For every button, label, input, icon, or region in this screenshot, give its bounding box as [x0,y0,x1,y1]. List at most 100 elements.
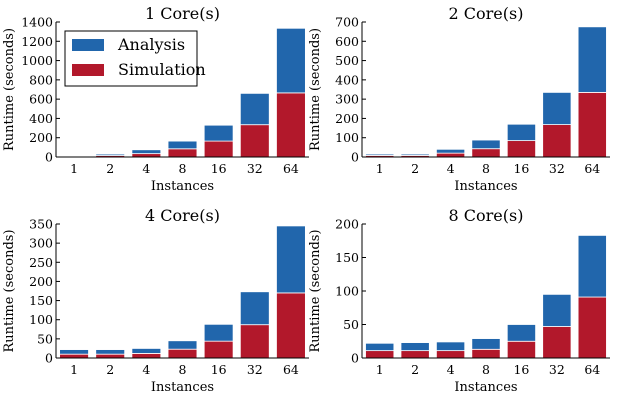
bar-simulation-16 [203,340,234,359]
bar-simulation-2 [95,353,126,359]
y-tick-label: 1400 [21,15,53,30]
x-tick-label: 4 [142,362,150,377]
legend: Analysis Simulation [64,30,206,87]
y-axis-label: Runtime (seconds) [308,229,323,352]
y-tick-label: 350 [29,217,53,232]
y-tick-label: 150 [335,250,359,265]
bar-analysis-4 [435,341,466,352]
y-tick-label: 500 [335,53,359,68]
chart-title: 1 Core(s) [145,4,220,23]
y-tick-label: 100 [335,130,359,145]
x-axis-label: Instances [454,380,517,395]
chart-panel-3: 0 50 100 150 200 250 300 350 1 2 4 8 16 32 64 4 Core(s)… [2,206,309,395]
bar-analysis-8 [167,340,198,350]
y-tick-label: 0 [45,351,53,366]
x-tick-label: 1 [376,161,384,176]
x-tick-label: 1 [70,362,78,377]
legend-label-analysis: Analysis [117,35,185,54]
legend-swatch-simulation [72,64,104,76]
y-tick-label: 800 [29,72,53,87]
bar-simulation-8 [167,348,198,359]
bar-simulation-1 [59,353,89,359]
bar-simulation-16 [506,340,537,359]
x-tick-label: 16 [513,362,529,377]
bar-simulation-32 [542,326,572,359]
y-tick-label: 200 [29,130,53,145]
bar-simulation-64 [577,91,607,158]
y-tick-label: 100 [335,284,359,299]
y-axis-label: Runtime (seconds) [2,28,17,151]
x-axis-label: Instances [151,179,214,194]
bar-simulation-4 [435,350,466,359]
bar-analysis-2 [95,349,126,355]
y-tick-label: 50 [37,331,53,346]
bar-simulation-32 [239,124,270,158]
y-tick-label: 600 [29,92,53,107]
x-tick-label: 64 [584,362,600,377]
legend-label-simulation: Simulation [118,60,206,79]
bar-simulation-8 [167,148,198,158]
bar-analysis-16 [203,323,234,342]
chart-title: 2 Core(s) [449,4,524,23]
bar-analysis-16 [203,124,234,142]
bar-analysis-2 [400,342,430,352]
x-tick-label: 64 [283,161,299,176]
y-tick-label: 1000 [21,53,53,68]
bar-analysis-2 [400,153,430,156]
y-tick-label: 700 [335,15,359,30]
bar-simulation-8 [471,348,501,359]
bar-analysis-32 [239,291,270,326]
bar-simulation-1 [365,350,395,359]
y-tick-label: 150 [29,293,53,308]
x-axis-label: Instances [151,380,214,395]
chart-panel-4: 0 50 100 150 200 1 2 4 8 16 32 64 8 Core(s) Instances… [308,206,610,395]
bar-analysis-8 [471,139,501,150]
y-tick-label: 200 [29,274,53,289]
x-tick-label: 32 [247,362,263,377]
y-axis-label: Runtime (seconds) [308,28,323,151]
x-tick-label: 8 [179,362,187,377]
y-tick-label: 200 [335,217,359,232]
bar-analysis-1 [365,342,395,352]
y-tick-label: 250 [29,255,53,270]
bar-analysis-64 [276,225,306,294]
bar-analysis-16 [506,123,537,141]
y-tick-label: 200 [335,111,359,126]
x-axis-label: Instances [454,179,517,194]
bar-simulation-4 [131,353,162,359]
y-tick-label: 100 [29,312,53,327]
x-tick-label: 1 [376,362,384,377]
bar-analysis-64 [577,26,607,93]
x-tick-label: 8 [482,362,490,377]
x-tick-label: 4 [447,362,455,377]
x-tick-label: 64 [584,161,600,176]
bar-analysis-1 [59,349,89,355]
bar-analysis-64 [276,27,306,94]
bar-analysis-16 [506,324,537,342]
bar-simulation-64 [276,292,306,359]
x-tick-label: 8 [482,161,490,176]
bar-simulation-2 [400,350,430,359]
x-tick-label: 2 [411,362,419,377]
bar-simulation-16 [506,140,537,158]
y-tick-label: 50 [343,317,359,332]
chart-panel-2: 0 100 200 300 400 500 600 700 1 2 4 8 16 32 64 2 Core(s… [308,4,610,194]
x-tick-label: 16 [513,161,529,176]
bar-simulation-32 [239,324,270,359]
bar-simulation-8 [471,148,501,158]
bar-analysis-32 [542,91,572,125]
x-tick-label: 1 [70,161,78,176]
x-tick-label: 2 [106,362,114,377]
x-tick-label: 32 [247,161,263,176]
bar-analysis-4 [131,348,162,354]
bar-analysis-8 [167,140,198,150]
bar-simulation-64 [276,92,306,158]
chart-title: 8 Core(s) [449,206,524,225]
x-tick-label: 4 [447,161,455,176]
chart-panel-1: 0 200 400 600 800 1000 1200 1400 1 2 4 8 16 32 64 1 Cor… [2,4,309,194]
bar-analysis-32 [542,293,572,327]
x-tick-label: 16 [211,362,227,377]
bar-simulation-32 [542,124,572,158]
x-tick-label: 4 [142,161,150,176]
